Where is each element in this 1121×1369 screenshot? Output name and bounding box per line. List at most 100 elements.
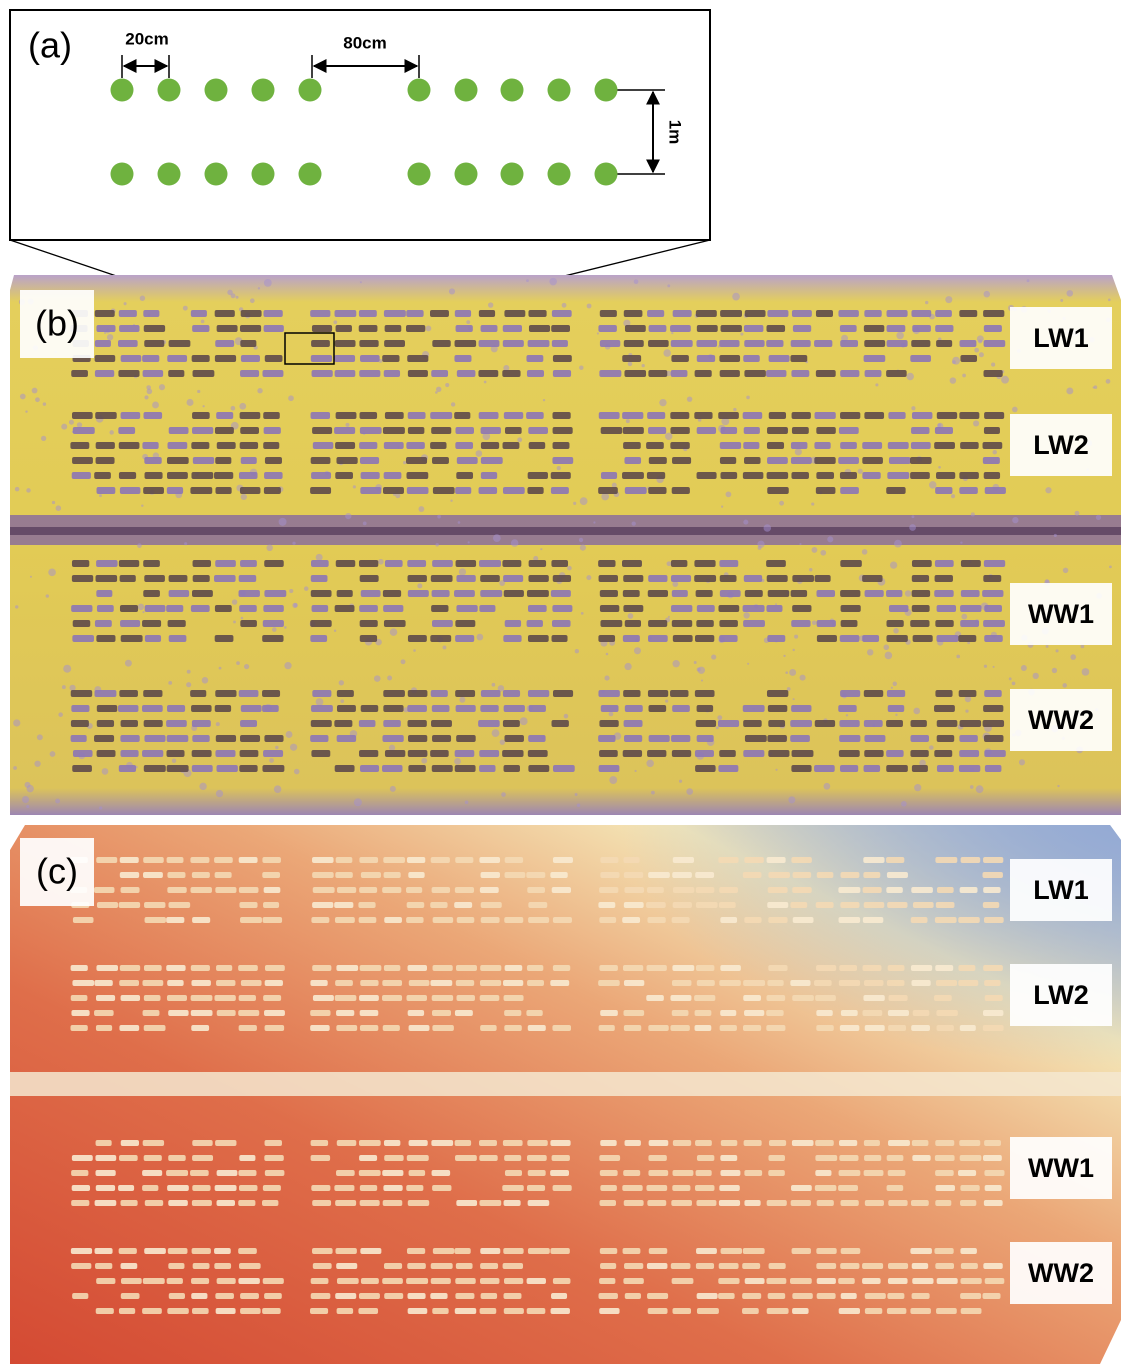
purple-speckle — [303, 586, 309, 591]
purple-speckle — [517, 437, 523, 443]
plant-patch — [408, 872, 425, 878]
plant-patch — [455, 325, 473, 332]
plant-patch — [358, 310, 377, 317]
plant-patch — [720, 427, 738, 434]
plant-patch — [240, 1293, 259, 1299]
plant-patch — [95, 995, 116, 1001]
plant-patch — [263, 750, 284, 757]
purple-speckle — [697, 666, 706, 674]
plant-patch — [264, 980, 283, 986]
plant-patch — [192, 575, 210, 582]
purple-speckle — [1012, 516, 1019, 524]
plant-patch — [623, 1025, 642, 1031]
plot-label: WW2 — [1028, 1258, 1094, 1288]
plant-patch — [623, 605, 644, 612]
plant-patch — [504, 1155, 522, 1161]
purple-speckle — [686, 788, 694, 795]
plant-patch — [912, 1010, 930, 1016]
panel-label: (a) — [28, 25, 72, 66]
plant-patch — [599, 1170, 618, 1176]
purple-speckle — [911, 515, 915, 519]
plant-patch — [335, 1248, 357, 1254]
plant-patch — [911, 310, 932, 317]
plant-patch — [167, 887, 187, 893]
plant-patch — [958, 1170, 977, 1176]
plant-patch — [94, 887, 115, 893]
plant-patch — [264, 1010, 285, 1016]
plant-patch — [264, 1170, 285, 1176]
plant-patch — [744, 1278, 765, 1284]
plant-patch — [311, 472, 332, 479]
plant-patch — [742, 1308, 759, 1314]
purple-speckle — [388, 744, 396, 751]
plant-patch — [816, 1200, 834, 1206]
plant-patch — [95, 1155, 117, 1161]
plant-patch — [886, 635, 908, 642]
plant-patch — [502, 1140, 523, 1146]
plant-patch — [214, 1248, 231, 1254]
plant-patch — [598, 325, 617, 332]
plant-patch — [599, 965, 618, 971]
plant-patch — [672, 635, 693, 642]
purple-speckle — [1066, 387, 1074, 395]
plant-patch — [551, 325, 570, 332]
purple-speckle — [563, 713, 569, 719]
purple-speckle — [146, 388, 153, 395]
plant-patch — [960, 605, 982, 612]
plant-patch — [359, 965, 382, 971]
plant-patch — [96, 1278, 116, 1284]
plant-patch — [599, 917, 617, 923]
plant-patch — [598, 635, 616, 642]
plant-patch — [120, 355, 142, 362]
plant-patch — [599, 1248, 618, 1254]
plant-patch — [455, 1278, 476, 1284]
purple-speckle — [951, 360, 956, 365]
purple-speckle — [227, 289, 233, 296]
plant-patch — [670, 560, 688, 567]
plant-patch — [71, 412, 93, 419]
plant-patch — [142, 442, 159, 449]
plant-patch — [118, 472, 137, 479]
plant-patch — [455, 487, 472, 494]
plant-patch — [959, 735, 978, 742]
purple-speckle — [48, 568, 56, 577]
plant-patch — [310, 457, 331, 464]
plant-patch — [527, 487, 544, 494]
plant-patch — [528, 325, 551, 332]
plant-patch — [118, 1248, 137, 1254]
plant-patch — [816, 1248, 837, 1254]
plant-patch — [984, 980, 1001, 986]
plant-patch — [142, 1010, 160, 1016]
plant-patch — [864, 1200, 884, 1206]
plant-patch — [216, 965, 233, 971]
plant-patch — [648, 1025, 669, 1031]
plant-patch — [815, 370, 836, 377]
plant-patch — [143, 1155, 162, 1161]
plant-patch — [984, 1185, 1002, 1191]
plant-patch — [526, 590, 549, 597]
plant-patch — [359, 635, 378, 642]
plant-patch — [264, 590, 287, 597]
plant-patch — [336, 457, 358, 464]
plant-patch — [95, 412, 117, 419]
purple-speckle — [475, 450, 483, 457]
plant-patch — [71, 1200, 90, 1206]
plant-patch — [695, 887, 715, 893]
plant-patch — [192, 917, 211, 923]
plant-patch — [167, 705, 186, 712]
plant-patch — [958, 917, 980, 923]
plant-patch — [502, 340, 524, 347]
plant-patch — [166, 765, 189, 772]
plant-patch — [935, 902, 955, 908]
plant-patch — [334, 1185, 355, 1191]
plant-patch — [311, 340, 330, 347]
plant-patch — [383, 720, 401, 727]
plant-patch — [72, 917, 94, 923]
plant-patch — [334, 917, 355, 923]
plant-patch — [119, 872, 140, 878]
purple-speckle — [665, 699, 669, 703]
plant-patch — [360, 980, 379, 986]
plant-patch — [336, 705, 356, 712]
plant-patch — [456, 605, 478, 612]
plant-patch — [263, 902, 280, 908]
